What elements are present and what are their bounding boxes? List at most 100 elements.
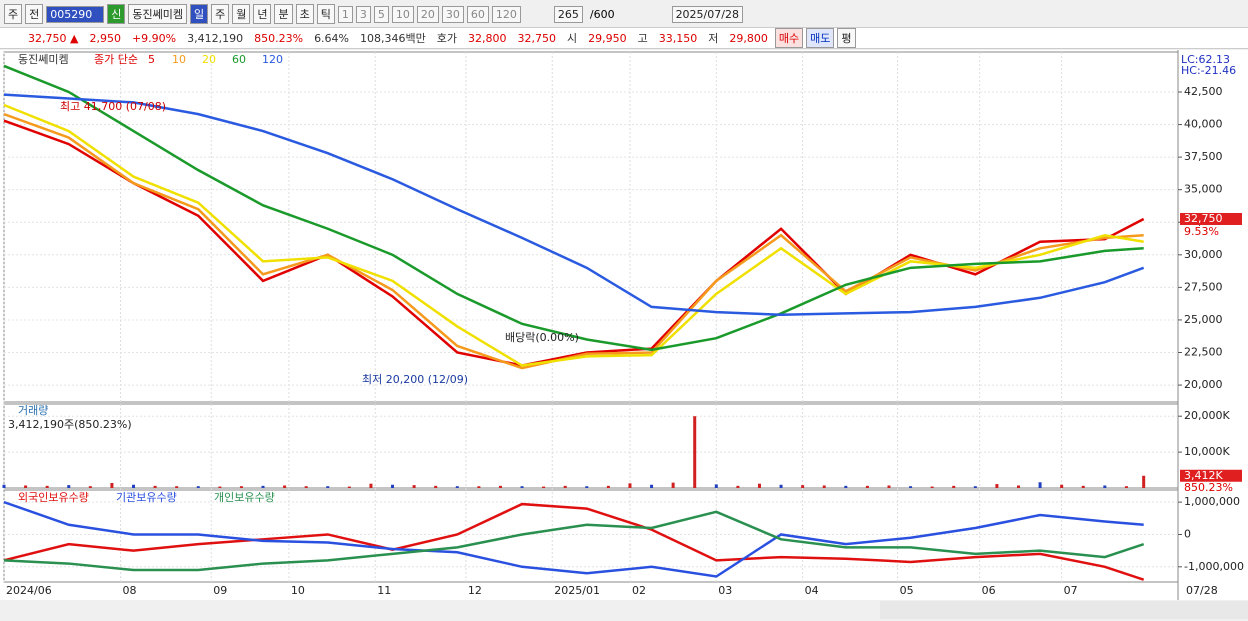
volume-bar — [952, 485, 956, 488]
x-tick-label: 05 — [900, 584, 914, 597]
period-button[interactable]: 분 — [274, 4, 293, 24]
toolbar: 주 전 005290 신 동진쎄미켐 일 주 월 년 분 초 틱 1 3 5 10 20 30 60 120 265/6… — [0, 2, 1248, 26]
period-button[interactable]: 초 — [295, 4, 314, 24]
lc-label: LC:62.13 — [1181, 53, 1230, 66]
code-input[interactable]: 005290 — [46, 5, 105, 23]
sell-button[interactable]: 매도 — [806, 28, 835, 48]
y-tick-label: 10,000K — [1184, 445, 1230, 458]
avg-button[interactable]: 평 — [837, 28, 856, 48]
volume-bar — [369, 483, 373, 488]
legend-label: 종가 단순 — [94, 53, 138, 66]
x-tick-label: 12 — [468, 584, 482, 597]
volume-bar — [1142, 475, 1146, 488]
x-tick-label: 09 — [213, 584, 227, 597]
volume-bar — [714, 484, 718, 488]
low-annotation: 최저 20,200 (12/09) — [362, 373, 468, 386]
chart-area: 2024/06 08 09 10 11 12 2025/01 02 03 04 05 06 07 07/2… — [0, 50, 1248, 621]
x-tick-label: 11 — [377, 584, 391, 597]
y-tick-label: 0 — [1184, 527, 1191, 540]
market[interactable]: 주 — [4, 4, 23, 24]
volume-bar — [239, 486, 243, 488]
volume-bar — [563, 485, 567, 488]
quote-change-pct: +9.90% — [131, 31, 177, 45]
legend-period: 120 — [262, 53, 283, 66]
y-tick-label: 35,000 — [1184, 183, 1223, 196]
interval-button[interactable]: 30 — [441, 5, 464, 23]
quote-high-label: 고 — [637, 32, 648, 45]
y-tick-label: 37,500 — [1184, 150, 1223, 163]
quote-low: 29,800 — [729, 31, 768, 45]
volume-bar — [196, 486, 200, 488]
quote-open-label: 시 — [567, 32, 578, 45]
date-input[interactable]: 2025/07/28 — [671, 5, 743, 23]
range[interactable]: 전 — [25, 4, 44, 24]
quote-open: 29,950 — [588, 31, 627, 45]
volume-bar — [2, 484, 6, 488]
quote-volume-ratio: 850.23% — [254, 31, 304, 45]
interval-button[interactable]: 20 — [416, 5, 439, 23]
period-button[interactable]: 년 — [253, 4, 272, 24]
x-tick-label: 03 — [718, 584, 732, 597]
volume-bar — [671, 482, 675, 488]
interval-button[interactable]: 10 — [391, 5, 414, 23]
volume-bar — [995, 484, 999, 488]
x-tick-label: 02 — [632, 584, 646, 597]
quote-ask: 32,800 — [468, 31, 507, 45]
volume-bar — [347, 486, 351, 488]
panel-frame — [3, 489, 1179, 583]
volume-bar — [822, 485, 826, 488]
x-tick-label: 08 — [123, 584, 137, 597]
interval-button[interactable]: 120 — [491, 5, 521, 23]
ma-line — [3, 119, 1145, 367]
ma-line — [3, 93, 1145, 316]
volume-bar — [520, 486, 524, 488]
volume-info: 3,412,190주(850.23%) — [8, 418, 132, 431]
last-volume-pct: 850.23% — [1184, 481, 1233, 494]
x-tick-label: 07 — [1064, 584, 1078, 597]
credit[interactable]: 신 — [107, 4, 126, 24]
period-button[interactable]: 월 — [232, 4, 251, 24]
interval-button[interactable]: 5 — [373, 5, 389, 23]
period-button[interactable]: 틱 — [316, 4, 335, 24]
hc-label: HC:-21.46 — [1181, 64, 1236, 77]
holdings-legend: 개인보유수량 — [214, 491, 275, 504]
volume-bar — [110, 482, 114, 488]
y-tick-label: 1,000,000 — [1184, 495, 1240, 508]
period-button[interactable]: 주 — [211, 4, 230, 24]
volume-bar — [1081, 485, 1085, 488]
ma-line — [3, 510, 1145, 572]
quote-low-label: 저 — [708, 32, 719, 45]
volume-bar — [930, 486, 934, 488]
volume-bar — [218, 486, 222, 488]
interval-button[interactable]: 60 — [466, 5, 489, 23]
volume-bar — [175, 486, 179, 488]
x-tick-label: 06 — [982, 584, 996, 597]
volume-bar — [67, 485, 71, 488]
x-end-label: 07/28 — [1186, 584, 1218, 597]
panel-frame — [3, 403, 1179, 489]
volume-bar — [1124, 486, 1128, 488]
volume-bar — [801, 485, 805, 488]
ma-line — [3, 500, 1144, 578]
stock-name[interactable]: 동진쎄미켐 — [128, 4, 187, 24]
volume-bar — [844, 485, 848, 488]
volume-bar — [88, 486, 92, 488]
quote-high: 33,150 — [658, 31, 698, 45]
ma-line — [3, 112, 1144, 370]
volume-bar — [391, 484, 395, 488]
interval-button[interactable]: 1 — [337, 5, 353, 23]
buy-button[interactable]: 매수 — [774, 28, 804, 48]
volume-bar — [757, 483, 761, 488]
period-button[interactable]: 일 — [189, 4, 209, 24]
last-pct: 9.53% — [1184, 225, 1219, 238]
y-tick-label: 30,000 — [1184, 248, 1223, 261]
volume-bar — [585, 486, 589, 488]
count[interactable]: 265 — [553, 5, 583, 23]
volume-bar — [779, 484, 783, 488]
quote-volume: 3,412,190 — [187, 31, 244, 45]
interval-button[interactable]: 3 — [355, 5, 371, 23]
bottom-toolbar[interactable] — [880, 601, 1248, 619]
volume-bar — [153, 485, 157, 488]
y-tick-label: 25,000 — [1184, 313, 1223, 326]
quote-price: 32,750 ▲ — [28, 31, 79, 45]
